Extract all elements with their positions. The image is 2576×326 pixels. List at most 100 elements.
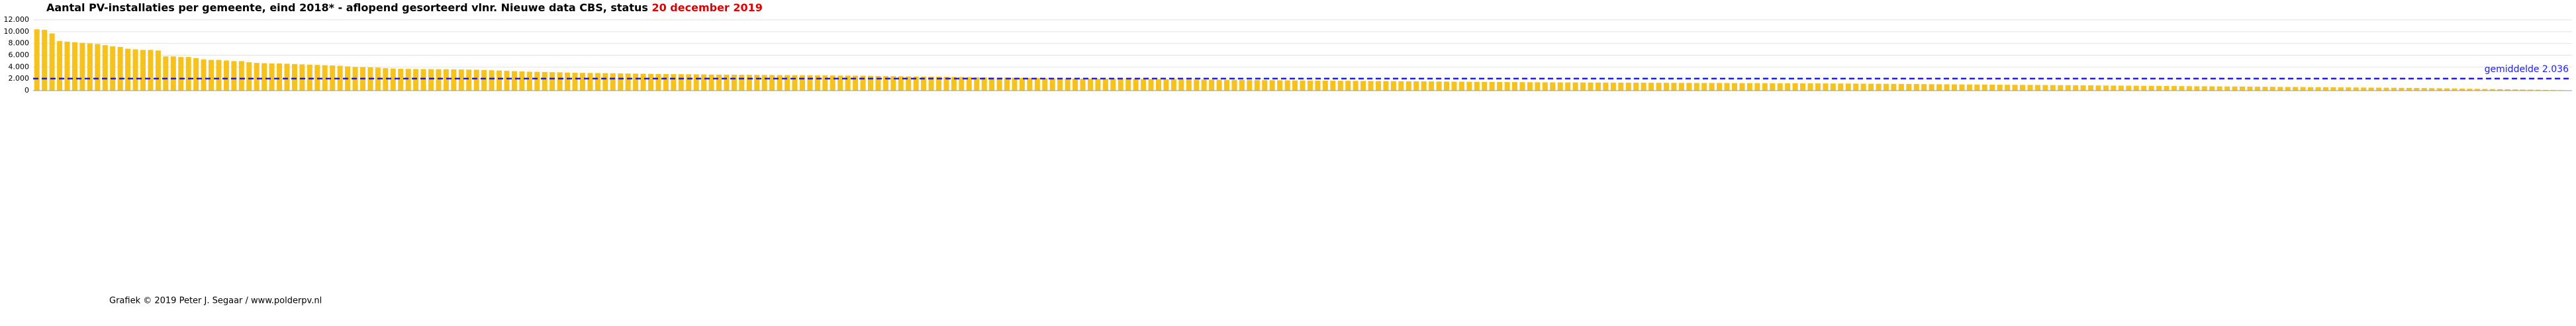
bar <box>171 56 176 91</box>
bar <box>406 69 411 91</box>
bar <box>1088 79 1093 91</box>
bar <box>1345 81 1351 91</box>
bar <box>474 69 479 91</box>
bar <box>1633 83 1639 91</box>
bar <box>231 61 236 91</box>
bar <box>466 69 471 91</box>
bar <box>413 69 418 91</box>
bar <box>1482 82 1487 91</box>
bar <box>1876 84 1882 91</box>
bar <box>1709 83 1715 91</box>
bar <box>1565 83 1570 91</box>
bar <box>42 30 47 91</box>
bar <box>1217 80 1222 91</box>
bar <box>1451 81 1456 91</box>
bar <box>133 50 138 91</box>
bar <box>2202 86 2207 91</box>
bar <box>679 74 684 91</box>
bar <box>2194 86 2199 91</box>
bar <box>618 73 623 91</box>
bar <box>2156 86 2162 91</box>
bar <box>2005 85 2010 91</box>
bar <box>1732 83 1737 91</box>
bar <box>754 75 759 91</box>
y-tick-label: 4.000 <box>9 62 30 71</box>
bar <box>1671 83 1676 91</box>
bar <box>534 72 540 91</box>
bar <box>2103 85 2109 91</box>
bar <box>262 63 267 91</box>
bar <box>2346 87 2351 91</box>
bar <box>1255 80 1260 91</box>
y-tick-label: 2.000 <box>9 74 30 83</box>
bar <box>1679 83 1684 91</box>
average-label: gemiddelde 2.036 <box>2485 64 2569 75</box>
bar <box>2058 85 2063 91</box>
bar <box>299 64 305 91</box>
bar <box>1974 85 1980 91</box>
bar <box>626 73 631 91</box>
bar <box>1664 83 1669 91</box>
bar <box>1050 78 1055 91</box>
bar <box>2414 88 2419 91</box>
bar <box>481 70 487 91</box>
bar <box>2277 87 2283 91</box>
bar <box>292 64 297 91</box>
bar <box>1042 78 1047 91</box>
title-text: Aantal PV-installaties per gemeente, ein… <box>46 1 651 14</box>
bar <box>2224 87 2230 91</box>
bar <box>1785 83 1790 91</box>
bar <box>1020 78 1025 91</box>
bar <box>1171 79 1176 91</box>
bar <box>1853 83 1858 91</box>
y-tick-label: 8.000 <box>9 39 30 48</box>
bar <box>1103 79 1108 91</box>
bar <box>1012 78 1017 91</box>
bar <box>1982 85 1987 91</box>
bar <box>2013 85 2018 91</box>
bar <box>2444 89 2450 91</box>
bar <box>2050 85 2056 91</box>
bar <box>792 75 797 91</box>
bar <box>587 73 593 91</box>
bar <box>72 42 77 91</box>
bar <box>209 60 214 91</box>
bar <box>1057 79 1063 91</box>
bar <box>1694 83 1699 91</box>
bar <box>1383 81 1388 91</box>
bar <box>1656 83 1662 91</box>
bar <box>2391 88 2397 91</box>
bar <box>421 69 426 91</box>
bar <box>1914 84 1919 91</box>
bar <box>1588 83 1594 91</box>
bar <box>815 75 820 91</box>
bar <box>1921 84 1927 91</box>
bar <box>1118 79 1123 91</box>
bar <box>2369 87 2374 91</box>
bar <box>2255 87 2260 91</box>
bar <box>1807 83 1813 91</box>
bar <box>1717 83 1722 91</box>
bar <box>1262 80 1267 91</box>
bar <box>504 71 509 91</box>
bar <box>1573 83 1578 91</box>
bar <box>2285 87 2291 91</box>
bar <box>1778 83 1783 91</box>
bar <box>148 50 153 91</box>
bar <box>1368 81 1374 91</box>
bar <box>2330 87 2336 91</box>
bar <box>1641 83 1646 91</box>
bar <box>1944 84 1950 91</box>
bar <box>1300 81 1305 91</box>
bar <box>428 69 434 91</box>
bar <box>1133 79 1139 91</box>
bar <box>595 73 600 91</box>
bar <box>2293 87 2298 91</box>
bar <box>580 73 585 91</box>
bar <box>1580 83 1586 91</box>
bar <box>1027 78 1032 91</box>
bar <box>1519 82 1525 91</box>
bar <box>2187 86 2192 91</box>
bar <box>2270 87 2275 91</box>
bar <box>1754 83 1760 91</box>
